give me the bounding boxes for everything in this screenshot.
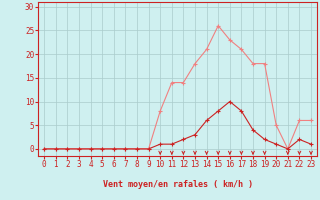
X-axis label: Vent moyen/en rafales ( km/h ): Vent moyen/en rafales ( km/h )	[103, 180, 252, 189]
